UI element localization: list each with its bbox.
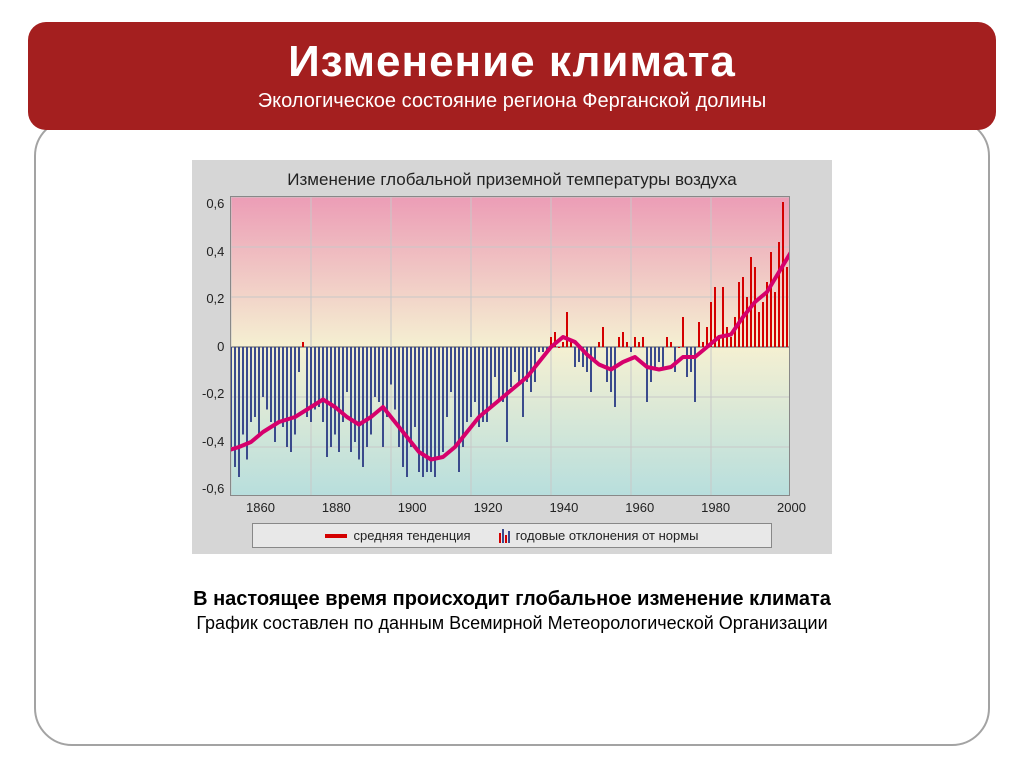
y-tick: -0,4 bbox=[202, 434, 224, 449]
y-tick: 0,6 bbox=[202, 196, 224, 211]
legend: средняя тенденция годовые отклонения от … bbox=[252, 523, 772, 548]
y-axis: 0,6 0,4 0,2 0 -0,2 -0,4 -0,6 bbox=[202, 196, 230, 496]
x-tick: 1960 bbox=[625, 500, 654, 515]
caption-normal: График составлен по данным Всемирной Мет… bbox=[193, 613, 831, 634]
caption-bold: В настоящее время происходит глобальное … bbox=[193, 588, 831, 611]
x-tick: 1980 bbox=[701, 500, 730, 515]
legend-item-trend: средняя тенденция bbox=[325, 528, 470, 543]
x-tick: 1900 bbox=[398, 500, 427, 515]
x-tick: 2000 bbox=[777, 500, 806, 515]
chart-body: 0,6 0,4 0,2 0 -0,2 -0,4 -0,6 bbox=[202, 196, 822, 496]
x-tick: 1860 bbox=[246, 500, 275, 515]
y-tick: 0,4 bbox=[202, 244, 224, 259]
header: Изменение климата Экологическое состояни… bbox=[28, 22, 996, 130]
x-tick: 1880 bbox=[322, 500, 351, 515]
content-frame: Изменение глобальной приземной температу… bbox=[34, 118, 990, 746]
y-tick: -0,2 bbox=[202, 386, 224, 401]
x-tick: 1920 bbox=[474, 500, 503, 515]
slide-title: Изменение климата bbox=[288, 39, 736, 85]
slide-subtitle: Экологическое состояние региона Ферганск… bbox=[258, 90, 766, 113]
legend-item-deviations: годовые отклонения от нормы bbox=[499, 528, 699, 543]
legend-trend-label: средняя тенденция bbox=[353, 528, 470, 543]
chart-title: Изменение глобальной приземной температу… bbox=[202, 170, 822, 190]
chart-panel: Изменение глобальной приземной температу… bbox=[192, 160, 832, 554]
x-tick: 1940 bbox=[549, 500, 578, 515]
deviation-swatch-icon bbox=[499, 529, 510, 543]
caption: В настоящее время происходит глобальное … bbox=[193, 588, 831, 634]
y-tick: 0,2 bbox=[202, 291, 224, 306]
y-tick: -0,6 bbox=[202, 481, 224, 496]
legend-deviation-label: годовые отклонения от нормы bbox=[516, 528, 699, 543]
x-axis: 1860 1880 1900 1920 1940 1960 1980 2000 bbox=[246, 496, 806, 515]
y-tick: 0 bbox=[202, 339, 224, 354]
slide: Изменение глобальной приземной температу… bbox=[0, 0, 1024, 768]
plot-area bbox=[230, 196, 790, 496]
trend-swatch-icon bbox=[325, 534, 347, 538]
